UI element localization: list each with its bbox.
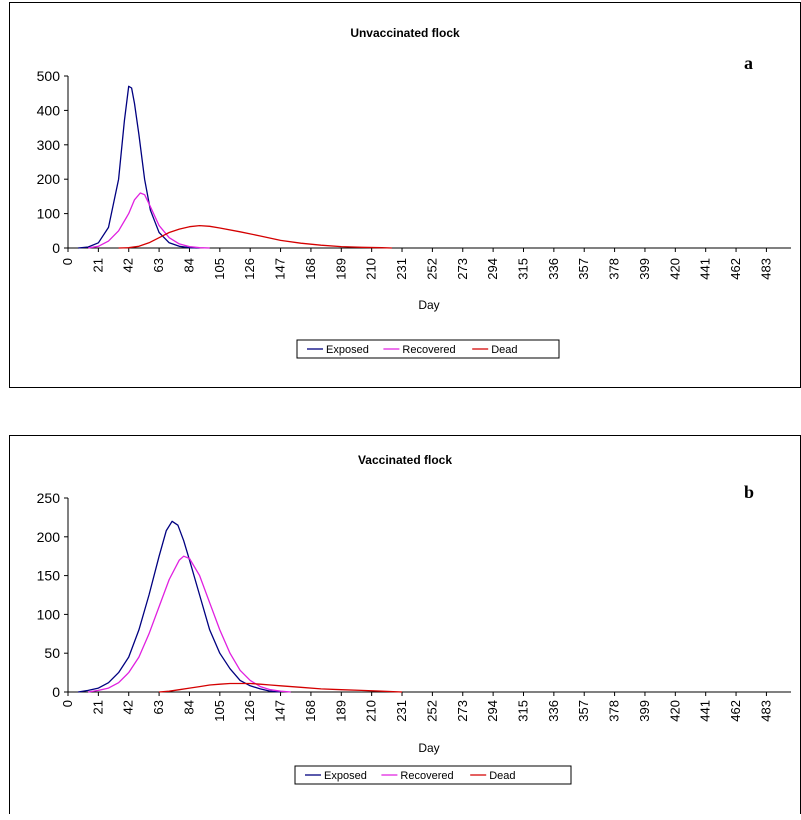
x-tick-label: 210 [364,258,379,280]
x-tick-label: 168 [303,258,318,280]
chart-title: Vaccinated flock [358,453,452,467]
y-tick-label: 100 [37,606,61,622]
x-tick-label: 84 [181,700,196,714]
x-tick-label: 105 [212,258,227,280]
x-tick-label: 189 [333,258,348,280]
x-tick-label: 357 [576,700,591,722]
x-tick-label: 252 [424,258,439,280]
series-line-exposed [77,520,281,693]
x-tick-label: 231 [394,258,409,280]
chart-title: Unvaccinated flock [350,26,460,40]
x-tick-label: 63 [151,258,166,272]
x-tick-label: 378 [607,700,622,722]
x-tick-label: 273 [455,258,470,280]
legend-label-recovered: Recovered [400,770,453,782]
legend-box [294,765,572,785]
y-tick-label: 400 [37,102,61,118]
x-tick-label: 126 [242,700,257,722]
x-tick-label: 147 [273,258,288,280]
legend-label-exposed: Exposed [326,344,369,356]
y-tick-label: 200 [37,529,61,545]
x-tick-label: 147 [273,700,288,722]
x-tick-label: 21 [90,700,105,714]
legend-label-exposed: Exposed [324,770,367,782]
chart-vaccinated-flock: Vaccinated flock b 0 50 100 150 200 250 0 21 42 63 8… [37,453,791,785]
x-tick-label: 42 [121,700,136,714]
x-tick-label: 252 [424,700,439,722]
x-tick-label: 483 [758,258,773,280]
x-tick-label: 0 [60,700,75,707]
x-tick-label: 21 [90,258,105,272]
x-tick-label: 294 [485,700,500,722]
y-tick-label: 100 [37,206,61,222]
panel-label: a [744,53,753,73]
x-tick-label: 0 [60,258,75,265]
chart-panel-unvaccinated: Unvaccinated flock a 0 100 200 300 400 500 0 21 42… [9,2,801,388]
x-tick-label: 462 [728,258,743,280]
x-tick-label: 231 [394,700,409,722]
x-tick-label: 378 [607,258,622,280]
chart-unvaccinated-flock: Unvaccinated flock a 0 100 200 300 400 500 0 21 42… [37,26,791,359]
x-tick-label: 357 [576,258,591,280]
series-line-dead [159,682,403,693]
series-line-exposed [78,85,200,249]
series-line-dead [118,224,392,249]
y-tick-label: 0 [52,240,60,256]
x-tick-label: 315 [515,258,530,280]
x-tick-label: 210 [364,700,379,722]
x-tick-label: 483 [758,700,773,722]
y-tick-label: 250 [37,490,61,506]
x-tick-label: 105 [212,700,227,722]
x-tick-label: 84 [181,258,196,272]
legend-label-dead: Dead [489,770,515,782]
x-tick-label: 189 [333,700,348,722]
y-tick-label: 200 [37,171,61,187]
x-tick-label: 399 [637,258,652,280]
chart-panel-vaccinated: Vaccinated flock b 0 50 100 150 200 250 0 21 42 63 8… [9,435,801,814]
x-tick-label: 441 [698,258,713,280]
x-tick-label: 420 [667,258,682,280]
y-tick-label: 500 [37,68,61,84]
legend-label-recovered: Recovered [402,344,455,356]
x-tick-label: 42 [121,258,136,272]
legend: Exposed Recovered Dead [294,765,572,785]
x-axis-title: Day [418,741,439,755]
legend: Exposed Recovered Dead [296,339,560,359]
legend-box [296,339,560,359]
x-tick-label: 315 [515,700,530,722]
y-tick-label: 300 [37,137,61,153]
x-tick-label: 294 [485,258,500,280]
x-tick-label: 441 [698,700,713,722]
panel-label: b [744,482,754,502]
x-tick-label: 399 [637,700,652,722]
series-line-recovered [88,192,210,249]
x-tick-label: 462 [728,700,743,722]
y-tick-label: 150 [37,568,61,584]
x-tick-label: 420 [667,700,682,722]
y-tick-label: 0 [52,684,60,700]
y-tick-label: 50 [44,645,60,661]
x-tick-label: 126 [242,258,257,280]
x-axis-title: Day [418,298,439,312]
x-tick-label: 63 [151,700,166,714]
x-tick-label: 273 [455,700,470,722]
legend-label-dead: Dead [491,344,517,356]
x-tick-label: 336 [546,258,561,280]
x-tick-label: 168 [303,700,318,722]
x-tick-label: 336 [546,700,561,722]
